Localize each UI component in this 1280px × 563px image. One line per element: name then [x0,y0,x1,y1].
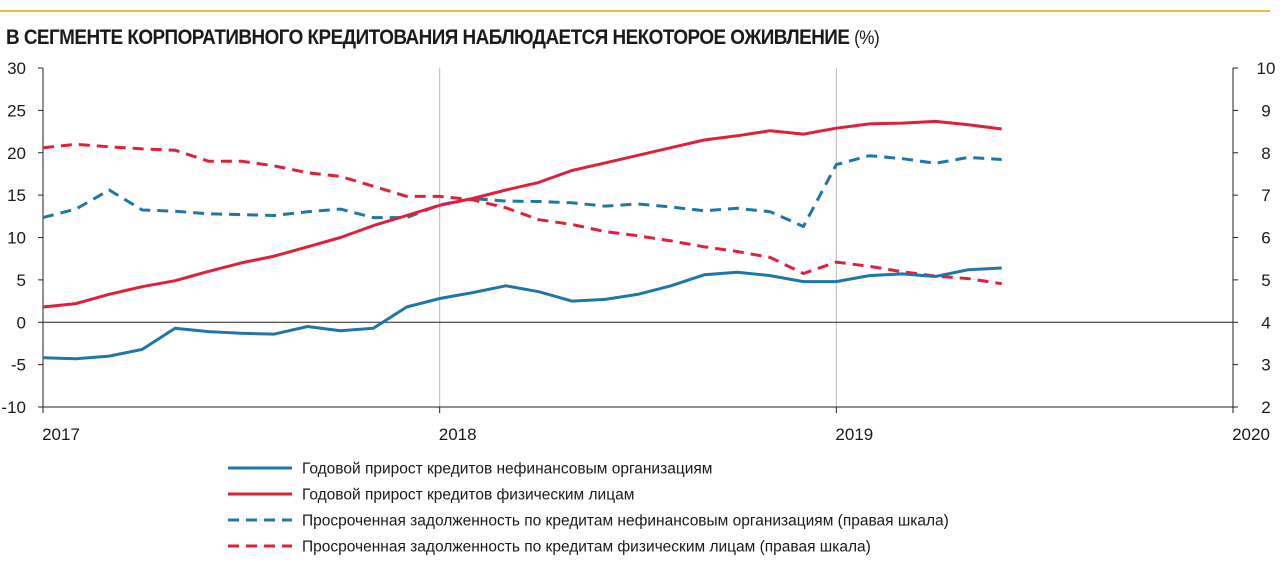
y-left-tick-label: -10 [1,398,26,417]
legend-label-2: Годовой прирост кредитов физическим лица… [302,487,634,504]
series-line-2 [42,119,1002,309]
y-right-tick-label: 7 [1261,186,1270,205]
top-rule [0,10,1270,12]
legend-label-1: Годовой прирост кредитов нефинансовым ор… [302,461,712,478]
y-right-tick-label: 5 [1261,271,1270,290]
x-tick-label: 2019 [835,425,873,444]
y-left-tick-label: 15 [7,186,26,205]
y-right-tick-label: 8 [1261,144,1270,163]
y-right-tick-label: 10 [1257,59,1276,78]
y-left-tick-label: 0 [17,313,26,332]
y-left-tick-label: 10 [7,229,26,248]
y-right-tick-label: 3 [1261,356,1270,375]
x-tick-label: 2018 [439,425,477,444]
y-left-tick-label: 30 [7,59,26,78]
y-right-tick-label: 4 [1261,313,1270,332]
y-right-tick-label: 9 [1261,101,1270,120]
x-tick-label: 2017 [42,425,80,444]
series-line-1 [42,266,1002,361]
y-left-tick-label: -5 [11,356,26,375]
chart-title-text: В СЕГМЕНТЕ КОРПОРАТИВНОГО КРЕДИТОВАНИЯ Н… [6,26,850,49]
series-line-4 [42,142,1002,286]
series-line-3 [42,154,1002,228]
x-tick-label: 2020 [1232,425,1270,444]
y-right-tick-label: 6 [1261,229,1270,248]
legend-label-4: Просроченная задолженность по кредитам ф… [302,539,871,556]
y-left-tick-label: 5 [17,271,26,290]
y-left-tick-label: 25 [7,101,26,120]
y-right-tick-label: 2 [1261,398,1270,417]
chart-title: В СЕГМЕНТЕ КОРПОРАТИВНОГО КРЕДИТОВАНИЯ Н… [6,26,880,50]
y-left-tick-label: 20 [7,144,26,163]
legend-label-3: Просроченная задолженность по кредитам н… [302,513,949,530]
chart-title-unit: (%) [854,28,880,49]
